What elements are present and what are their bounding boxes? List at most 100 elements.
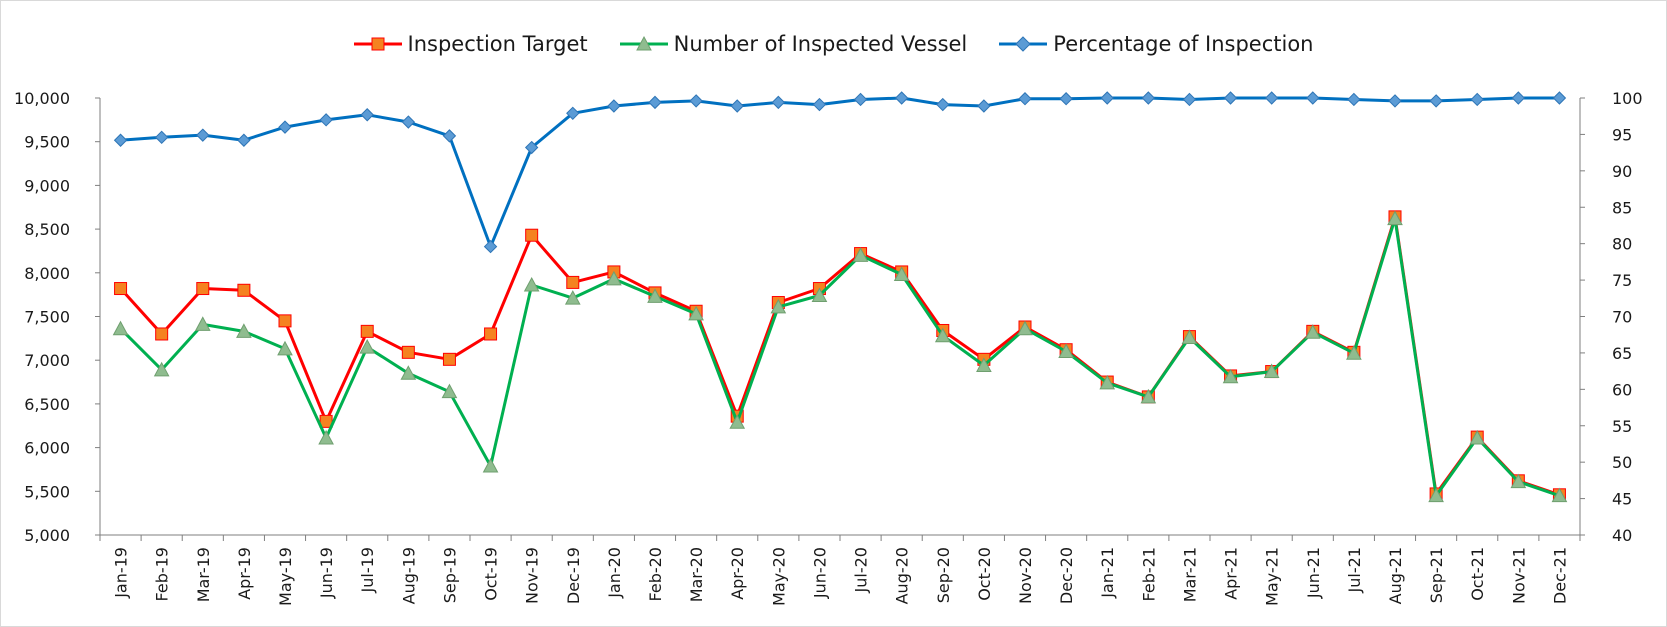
data-point xyxy=(1059,92,1073,106)
data-point xyxy=(113,133,128,147)
x-tick-label: Mar-21 xyxy=(1180,547,1199,602)
data-point xyxy=(196,128,210,142)
data-point xyxy=(482,457,499,473)
data-point xyxy=(194,316,211,331)
x-tick-label: Mar-19 xyxy=(194,547,213,602)
data-point xyxy=(153,361,170,377)
series-2 xyxy=(113,91,1567,254)
legend-label-percentage: Percentage of Inspection xyxy=(1053,32,1314,56)
series-0 xyxy=(114,210,1566,502)
legend-item-inspection-target: Inspection Target xyxy=(353,32,588,56)
data-point xyxy=(771,95,786,110)
y-right-tick-label: 70 xyxy=(1612,308,1632,327)
data-point xyxy=(564,290,581,305)
data-point xyxy=(1223,91,1238,105)
data-point xyxy=(729,414,746,429)
data-point xyxy=(1222,368,1239,384)
data-point xyxy=(1429,94,1443,108)
data-point xyxy=(1511,91,1526,105)
y-right-tick-label: 95 xyxy=(1612,125,1632,144)
x-tick-label: May-19 xyxy=(276,547,295,606)
data-point xyxy=(688,305,704,321)
y-right-tick-label: 65 xyxy=(1612,344,1632,363)
data-point xyxy=(1017,320,1033,336)
data-point xyxy=(154,130,169,145)
data-point xyxy=(770,298,787,314)
data-point xyxy=(894,91,909,105)
series-line xyxy=(119,217,1560,498)
data-point xyxy=(1306,91,1320,105)
x-tick-label: Nov-19 xyxy=(523,547,542,604)
data-point xyxy=(606,270,622,286)
y-right-tick-label: 80 xyxy=(1612,235,1632,254)
x-tick-label: Nov-20 xyxy=(1016,547,1035,604)
legend-label-inspected-vessel: Number of Inspected Vessel xyxy=(673,32,968,56)
y-left-tick-label: 9,000 xyxy=(24,176,70,195)
y-left-tick-label: 8,000 xyxy=(24,264,70,283)
y-right-tick-label: 60 xyxy=(1612,380,1632,399)
data-point xyxy=(852,247,869,262)
data-point xyxy=(1552,91,1567,105)
x-tick-label: Feb-19 xyxy=(153,547,172,601)
data-point xyxy=(360,324,374,338)
y-right-tick-label: 90 xyxy=(1612,162,1632,181)
data-point xyxy=(1018,92,1032,106)
data-point xyxy=(401,115,416,129)
x-tick-label: Mar-20 xyxy=(687,547,706,602)
data-point xyxy=(1469,429,1486,445)
x-tick-label: Jun-21 xyxy=(1304,547,1323,599)
data-point xyxy=(1099,374,1116,390)
data-point xyxy=(236,323,252,338)
data-point xyxy=(441,383,458,399)
y-left-tick-label: 5,500 xyxy=(24,482,70,501)
y-right-tick-label: 100 xyxy=(1612,89,1643,108)
x-tick-label: Oct-21 xyxy=(1468,547,1487,601)
data-point xyxy=(401,345,415,359)
x-tick-label: Apr-19 xyxy=(235,547,254,600)
data-point xyxy=(1140,388,1157,404)
y-right-tick-label: 55 xyxy=(1612,417,1632,436)
data-point xyxy=(400,365,417,380)
data-point xyxy=(934,327,951,343)
x-tick-label: Jan-19 xyxy=(112,547,131,599)
x-tick-label: Jun-19 xyxy=(317,547,336,599)
data-point xyxy=(319,113,333,127)
data-point xyxy=(936,97,950,112)
x-tick-label: Jan-21 xyxy=(1098,547,1117,599)
data-point xyxy=(524,140,539,155)
x-tick-label: Sep-20 xyxy=(934,547,953,603)
x-tick-label: Apr-20 xyxy=(728,547,747,600)
data-point xyxy=(607,99,621,113)
data-point xyxy=(278,314,292,328)
y-right-tick-label: 75 xyxy=(1612,271,1632,290)
data-point xyxy=(811,287,828,303)
x-tick-label: Sep-21 xyxy=(1427,547,1446,603)
data-point xyxy=(1387,210,1403,226)
y-left-tick-label: 6,500 xyxy=(24,395,70,414)
data-point xyxy=(1058,343,1074,358)
y-right-tick-label: 85 xyxy=(1612,198,1632,217)
x-tick-label: Nov-21 xyxy=(1509,547,1528,604)
data-point xyxy=(1388,94,1402,108)
data-point xyxy=(1347,92,1361,107)
y-left-tick-label: 5,000 xyxy=(24,526,70,545)
x-tick-label: Feb-20 xyxy=(646,547,665,601)
x-tick-label: Oct-19 xyxy=(482,547,501,601)
x-tick-label: May-21 xyxy=(1263,547,1282,606)
data-point xyxy=(1182,92,1197,107)
legend-item-percentage: Percentage of Inspection xyxy=(999,32,1313,56)
y-right-tick-label: 40 xyxy=(1612,526,1632,545)
y-left-tick-label: 9,500 xyxy=(24,133,70,152)
data-point xyxy=(359,339,376,354)
data-point xyxy=(1551,487,1568,503)
legend-swatch-inspected-vessel xyxy=(619,35,668,51)
data-point xyxy=(1263,363,1280,379)
y-right-tick-label: 50 xyxy=(1612,453,1632,472)
x-tick-label: Jan-20 xyxy=(605,547,624,599)
y-right-tick-label: 45 xyxy=(1612,490,1632,509)
legend: Inspection Target Number of Inspected Ve… xyxy=(0,28,1667,60)
data-point xyxy=(1428,487,1444,503)
y-left-tick-label: 7,000 xyxy=(24,351,70,370)
data-point xyxy=(1100,91,1114,105)
data-point xyxy=(853,92,868,107)
